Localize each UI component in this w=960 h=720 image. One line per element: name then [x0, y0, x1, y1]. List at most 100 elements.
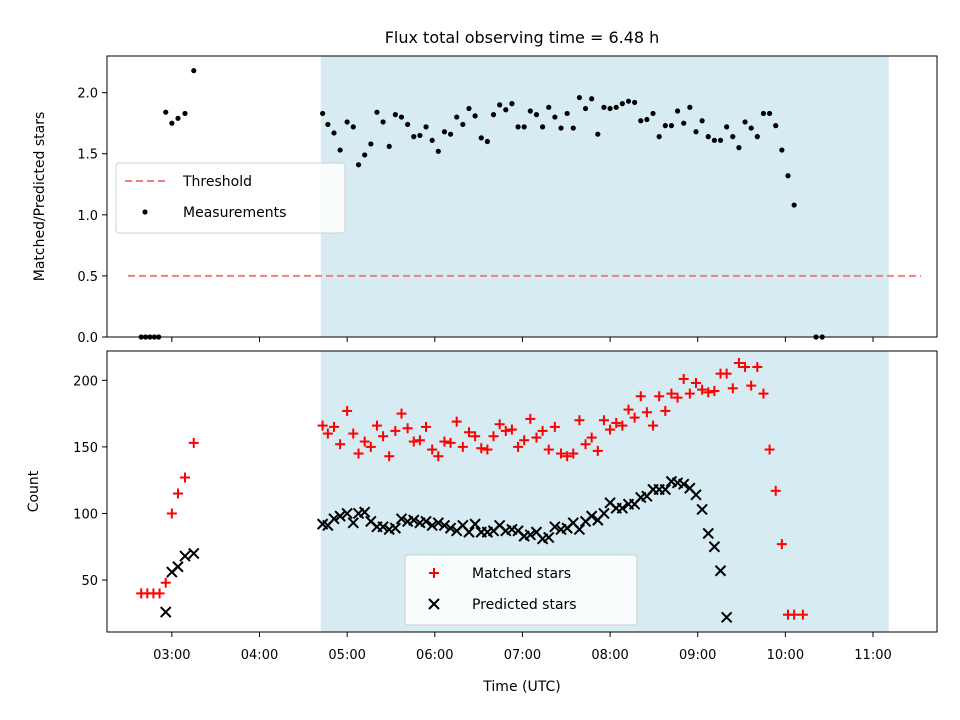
data-point: [543, 444, 554, 455]
data-point: [371, 420, 382, 431]
data-point: [451, 416, 462, 427]
data-point: [408, 436, 419, 447]
legend-box: [404, 554, 638, 626]
data-point: [789, 609, 800, 620]
data-point: [690, 377, 701, 388]
y-tick-label: 200: [73, 374, 98, 389]
legend-marker: [428, 598, 440, 610]
data-point: [721, 368, 732, 379]
data-point: [482, 444, 493, 455]
data-point: [740, 361, 751, 372]
legend-label: Matched stars: [472, 566, 571, 582]
data-point: [568, 448, 579, 459]
data-point: [347, 517, 359, 529]
data-point: [779, 147, 785, 153]
data-point: [463, 526, 475, 538]
x-tick-label: 09:00: [679, 648, 716, 663]
data-point: [439, 436, 450, 447]
x-tick-label: 04:00: [241, 648, 278, 663]
data-point: [341, 507, 353, 520]
data-point: [585, 510, 598, 522]
data-point: [613, 104, 619, 110]
data-point: [644, 116, 650, 123]
data-point: [362, 152, 368, 158]
data-point: [515, 124, 521, 130]
data-point: [616, 502, 629, 514]
data-point: [380, 119, 386, 125]
data-point: [355, 162, 362, 168]
data-point: [574, 415, 585, 426]
x-tick-label: 05:00: [328, 648, 365, 663]
data-point: [503, 107, 509, 113]
data-point: [654, 391, 665, 402]
data-point: [335, 439, 346, 450]
data-point: [717, 137, 724, 143]
data-point: [582, 105, 589, 112]
data-point: [426, 519, 438, 532]
data-point: [693, 129, 699, 135]
data-point: [776, 539, 787, 550]
data-point: [598, 415, 609, 426]
data-point: [546, 104, 552, 110]
data-point: [191, 68, 197, 74]
data-point: [638, 118, 644, 124]
data-point: [573, 523, 586, 536]
data-point: [733, 357, 744, 368]
data-point: [611, 417, 622, 428]
data-point: [179, 550, 191, 562]
data-point: [169, 120, 175, 126]
data-point: [329, 421, 340, 432]
data-point: [736, 145, 742, 151]
y-tick-label: 2.0: [77, 87, 98, 102]
data-point: [549, 521, 561, 533]
data-point: [500, 425, 511, 436]
data-point: [632, 99, 638, 106]
data-point: [619, 101, 625, 107]
data-point: [556, 448, 567, 459]
data-point: [392, 112, 398, 118]
data-point: [320, 110, 326, 117]
data-point: [791, 202, 797, 208]
data-point: [180, 472, 191, 483]
data-point: [742, 119, 748, 125]
data-point: [773, 123, 779, 129]
data-point: [160, 606, 172, 618]
data-point: [441, 129, 448, 135]
data-point: [398, 114, 405, 120]
data-point: [405, 121, 411, 128]
data-point: [666, 388, 677, 399]
data-point: [484, 138, 490, 145]
data-point: [709, 385, 720, 396]
ratio-panel: 0.0 0.5 1.0 1.5 2.0 Matched/Predicted stars Th…: [32, 55, 938, 346]
y-tick-label: 1.5: [77, 148, 98, 163]
data-point: [760, 110, 767, 117]
data-point: [659, 483, 672, 496]
data-point: [438, 519, 451, 532]
data-point: [785, 173, 791, 179]
data-point: [429, 137, 435, 143]
data-point: [154, 588, 165, 599]
data-point: [359, 436, 370, 447]
x-tick-label: 11:00: [854, 648, 891, 663]
data-point: [678, 373, 689, 384]
legend-box: [115, 162, 346, 234]
data-point: [697, 384, 708, 395]
data-point: [358, 506, 371, 518]
data-point: [386, 143, 392, 150]
legend-label: Threshold: [182, 174, 252, 190]
data-point: [537, 425, 548, 436]
data-point: [586, 432, 597, 443]
data-point: [350, 124, 356, 130]
data-point: [411, 134, 417, 140]
data-point: [562, 451, 573, 462]
data-point: [539, 124, 546, 130]
data-point: [377, 521, 389, 533]
data-point: [182, 110, 188, 117]
data-point: [527, 108, 533, 114]
x-tick-label: 10:00: [767, 648, 804, 663]
data-point: [337, 147, 343, 153]
data-point: [172, 488, 183, 499]
x-tick-label: 08:00: [591, 648, 628, 663]
data-point: [519, 435, 530, 446]
data-point: [696, 503, 708, 516]
